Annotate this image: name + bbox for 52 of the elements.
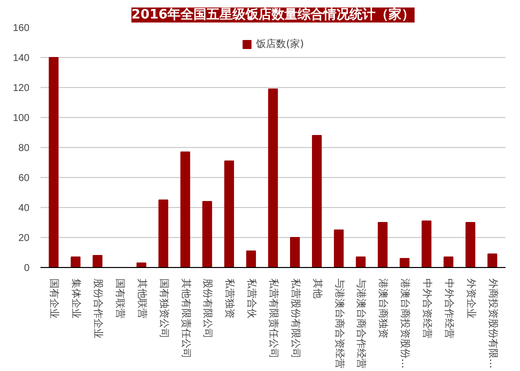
bar <box>400 258 410 268</box>
x-tick-label: 私营合伙 <box>246 278 258 318</box>
x-tick-label: 港澳台商投资股份… <box>399 278 412 368</box>
bar <box>224 160 234 268</box>
bar <box>92 255 102 268</box>
y-tick-label: 120 <box>12 83 30 94</box>
y-tick-label: 20 <box>18 233 30 244</box>
y-tick-label: 160 <box>12 23 30 34</box>
y-tick-label: 60 <box>18 173 30 184</box>
y-tick-label: 40 <box>18 203 30 214</box>
y-tick-label: 0 <box>24 263 30 274</box>
y-tick-label: 100 <box>12 113 30 124</box>
x-tick-label: 股份合作企业 <box>92 278 104 338</box>
legend-label: 饭店数(家) <box>256 38 304 51</box>
x-tick-label: 与港澳台商合资经营 <box>333 278 346 368</box>
bar <box>466 222 476 268</box>
bar <box>48 57 59 268</box>
x-tick-label: 集体企业 <box>70 278 82 318</box>
x-tick-label: 国有联营 <box>114 278 126 318</box>
bar <box>444 256 454 268</box>
bar <box>290 237 300 268</box>
bar <box>378 222 388 268</box>
y-tick-label: 140 <box>12 53 30 64</box>
bar <box>136 262 146 268</box>
x-tick-label: 国有独资公司 <box>158 278 170 338</box>
y-tick-label: 80 <box>18 143 30 154</box>
bar <box>70 256 80 268</box>
x-tick-label: 港澳台商独资 <box>377 278 390 338</box>
x-tick-label: 中外合作经营 <box>442 278 455 338</box>
bar <box>180 152 190 268</box>
x-tick-label: 私营有限责任公司 <box>268 278 280 358</box>
x-tick-label: 外商投资股份有限… <box>486 278 499 368</box>
x-tick-label: 股份有限公司 <box>202 278 214 338</box>
x-tick-label: 中外合资经营 <box>421 278 434 338</box>
x-tick-label: 私营独资 <box>224 278 236 318</box>
bar <box>422 220 432 268</box>
bar <box>268 88 278 268</box>
x-tick-label: 外资企业 <box>464 278 477 318</box>
chart-title: 2016年全国五星级饭店数量综合情况统计（家） <box>131 6 415 22</box>
x-tick-label: 国有企业 <box>48 278 60 318</box>
bar <box>158 200 168 268</box>
bar <box>487 254 498 268</box>
x-tick-label: 私营股份有限公司 <box>289 278 302 358</box>
bar <box>312 135 322 268</box>
bar <box>334 230 344 268</box>
bar <box>356 256 366 268</box>
bar <box>202 201 212 268</box>
x-tick-label: 与港澳台商合作经营 <box>355 278 368 368</box>
x-tick-label: 其他 <box>311 278 324 298</box>
x-tick-label: 其他有限责任公司 <box>180 278 192 358</box>
bar <box>246 250 256 268</box>
x-tick-label: 其他联营 <box>136 278 148 318</box>
